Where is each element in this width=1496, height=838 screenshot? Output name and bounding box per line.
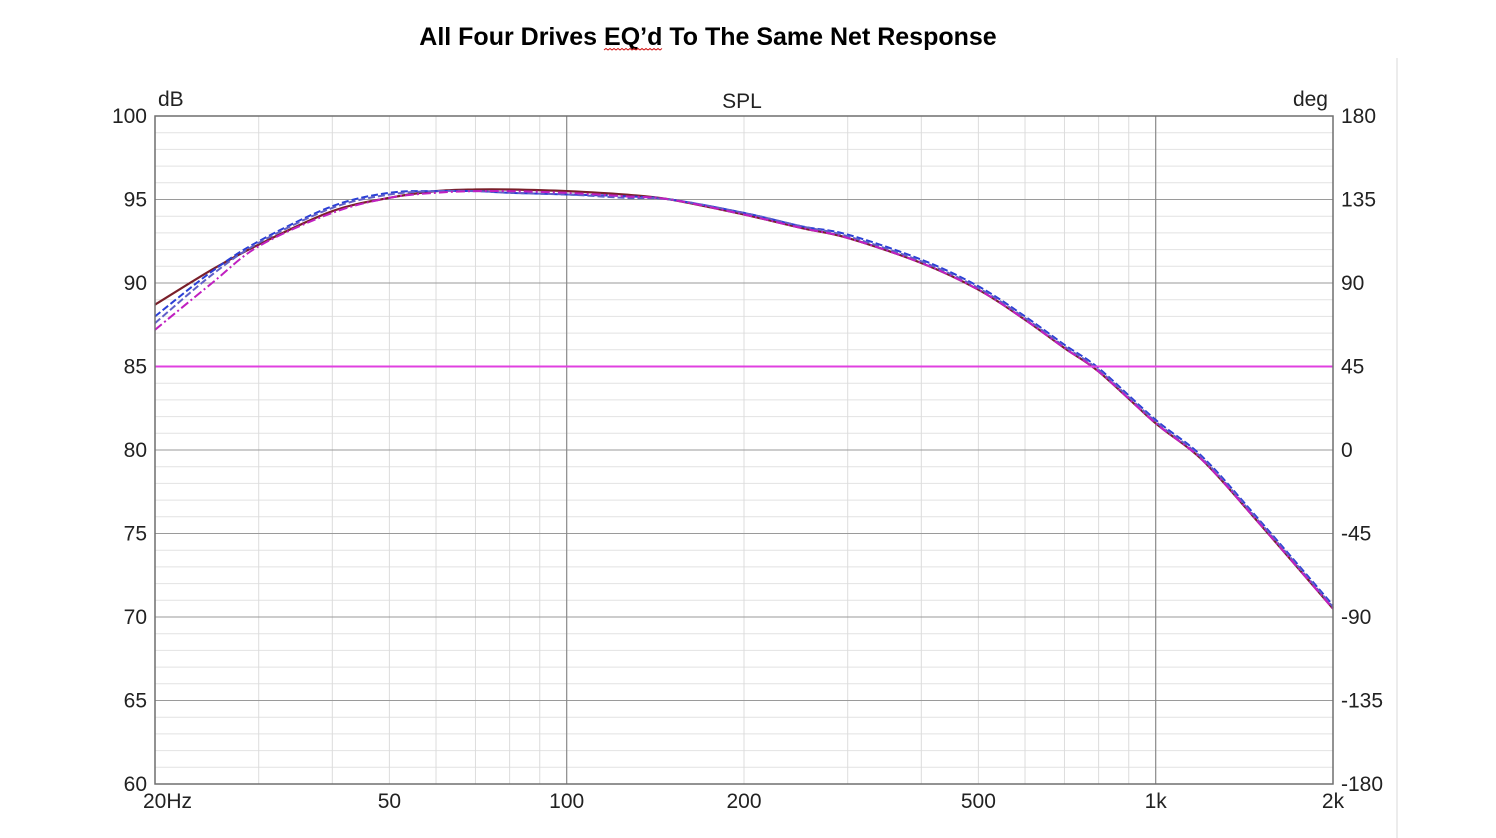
- x-tick-label: 100: [549, 790, 584, 813]
- series-layer: [154, 188, 1334, 610]
- y-tick-label: 75: [124, 523, 147, 546]
- y-tick-label: 85: [124, 356, 147, 379]
- y2-tick-label: 135: [1341, 189, 1376, 212]
- chart-subtitle: SPL: [722, 90, 762, 113]
- x-tick-label: 200: [726, 790, 761, 813]
- series-line-4: [154, 189, 1334, 610]
- spellcheck-underline: [603, 47, 663, 51]
- y2-tick-label: 90: [1341, 272, 1364, 295]
- y2-tick-label: -90: [1341, 606, 1371, 629]
- x-tick-label: 1k: [1145, 790, 1168, 813]
- y2-tick-label: -45: [1341, 523, 1371, 546]
- series-line-3: [154, 189, 1334, 608]
- y-tick-label: 100: [112, 105, 147, 128]
- x-tick-label: 500: [961, 790, 996, 813]
- y2-tick-label: 0: [1341, 439, 1353, 462]
- y-tick-label: 80: [124, 439, 147, 462]
- y2-tick-label: 45: [1341, 356, 1364, 379]
- x-tick-label: 20Hz: [143, 790, 192, 813]
- y2-tick-label: -135: [1341, 690, 1383, 713]
- y-tick-label: 65: [124, 690, 147, 713]
- y-axis-label: dB: [158, 88, 184, 111]
- y-tick-label: 70: [124, 606, 147, 629]
- y-tick-label: 95: [124, 189, 147, 212]
- y2-tick-label: 180: [1341, 105, 1376, 128]
- series-line-2: [154, 189, 1334, 606]
- window-edge: [1396, 58, 1398, 838]
- minor-grid: [155, 116, 1333, 784]
- tick-labels: 100 180 95 135 90 90 85 45 80 0 75 -45 70 -90 65 -135 60…: [112, 105, 1383, 813]
- plot-frame: [154, 115, 1334, 785]
- y-tick-label: 90: [124, 272, 147, 295]
- chart-title: All Four Drives EQ’d To The Same Net Res…: [419, 23, 997, 51]
- major-grid: [155, 116, 1333, 784]
- x-tick-label: 50: [378, 790, 401, 813]
- x-tick-label: 2k: [1322, 790, 1345, 813]
- y2-axis-label: deg: [1293, 88, 1328, 111]
- y2-tick-label: -180: [1341, 773, 1383, 796]
- y-tick-label: 60: [124, 773, 147, 796]
